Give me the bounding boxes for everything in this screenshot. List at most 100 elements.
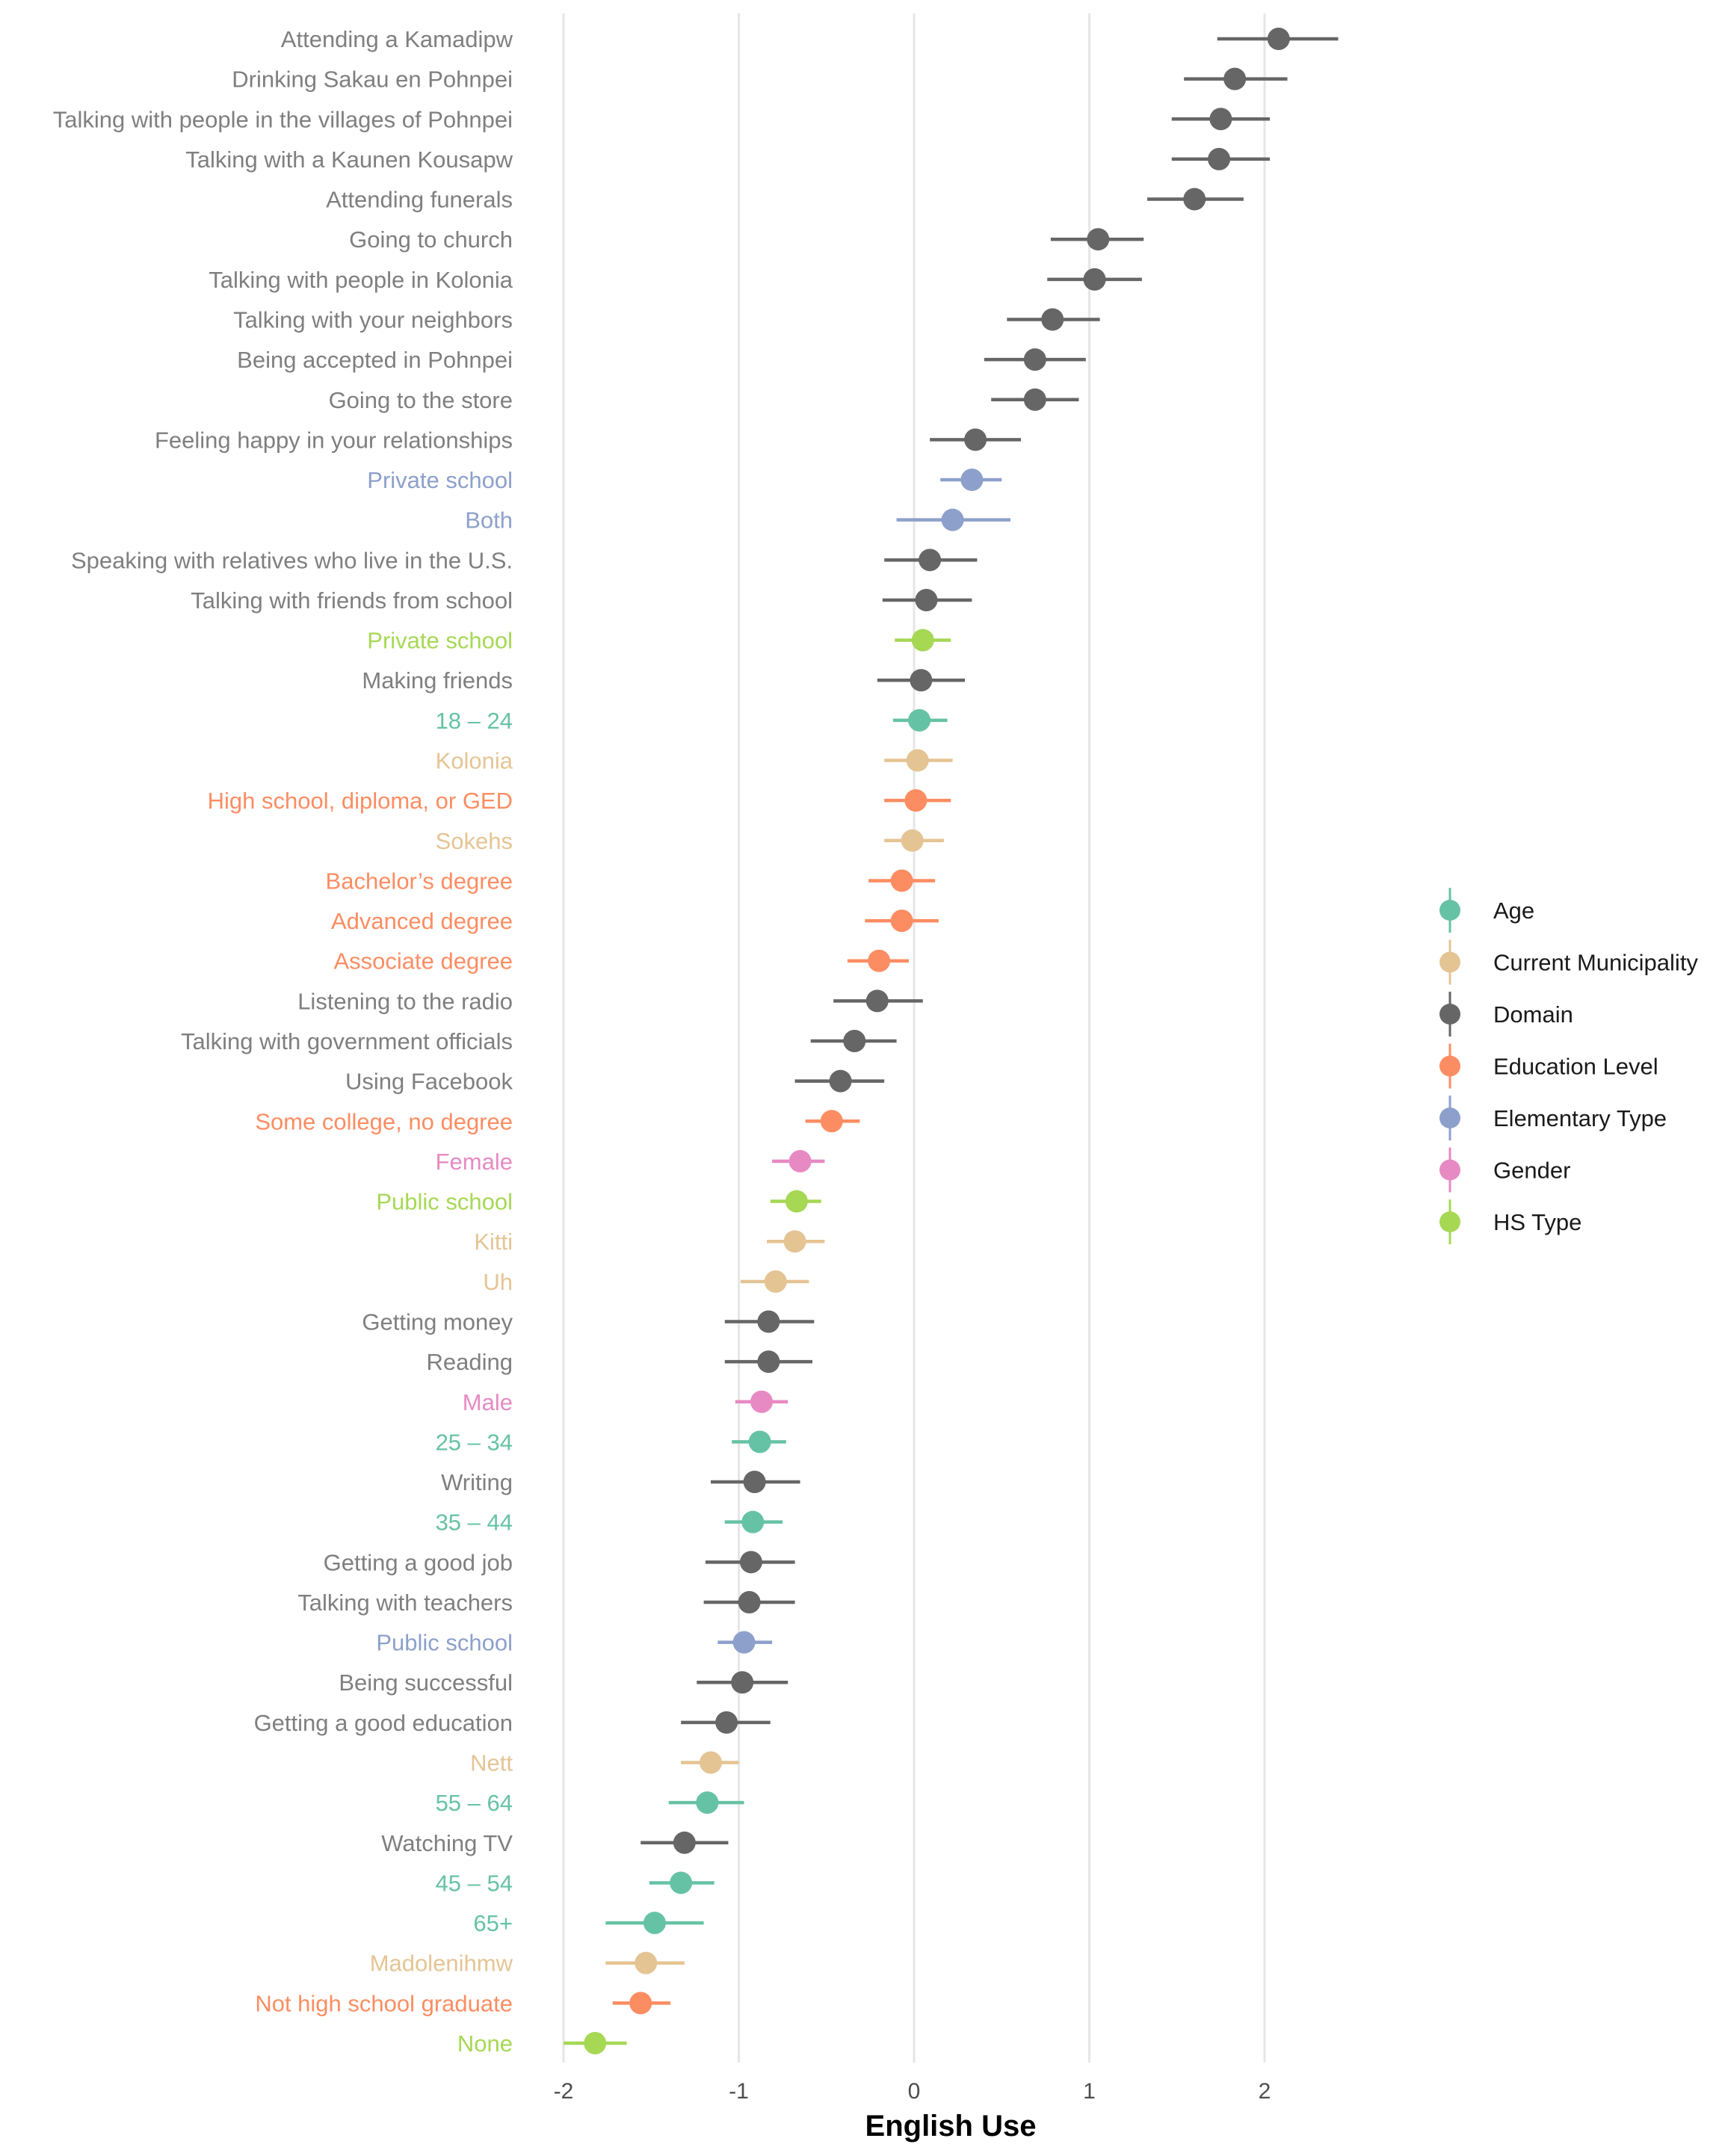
row-label: 35 – 44 (436, 1510, 513, 1536)
legend-item: Current Municipality (1439, 939, 1698, 985)
row-label: Speaking with relatives who live in the … (71, 547, 513, 573)
row-label: Attending funerals (326, 187, 513, 213)
row-label: Talking with people in Kolonia (209, 267, 513, 293)
legend-label: Domain (1493, 1001, 1573, 1028)
row-label: Not high school graduate (255, 1990, 513, 2016)
data-point (757, 1350, 780, 1374)
row-label: Bachelor’s degree (326, 868, 513, 894)
data-point (890, 909, 913, 933)
data-point (919, 549, 942, 572)
legend: Age Current Municipality Domain Education L… (1439, 888, 1698, 1244)
row-label: Talking with your neighbors (233, 306, 513, 333)
data-point (904, 789, 928, 812)
data-point (789, 1149, 812, 1173)
row-label: Associate degree (333, 948, 513, 974)
data-point (843, 1030, 866, 1052)
data-point (964, 428, 987, 451)
row-label: 45 – 54 (436, 1870, 513, 1896)
data-point (635, 1951, 658, 1974)
row-label: Attending a Kamadipw (281, 26, 513, 52)
data-point (906, 749, 929, 772)
x-tick-label: 1 (1083, 2079, 1096, 2104)
data-point (908, 708, 931, 732)
row-label: Public school (376, 1189, 513, 1215)
data-point (910, 669, 933, 692)
legend-item: Age (1439, 888, 1534, 933)
row-label: 25 – 34 (436, 1429, 513, 1455)
data-point (960, 469, 984, 492)
row-label: 55 – 64 (436, 1790, 513, 1816)
row-label: Going to the store (329, 387, 513, 413)
row-label: Talking with government officials (181, 1028, 513, 1054)
legend-key-point (1439, 951, 1460, 973)
data-point (1208, 147, 1231, 170)
row-label: Using Facebook (345, 1069, 513, 1095)
row-label: Both (465, 507, 513, 534)
row-label: Nett (470, 1750, 513, 1776)
data-point (748, 1430, 771, 1454)
legend-label: Current Municipality (1493, 950, 1698, 976)
data-point (764, 1270, 787, 1293)
row-label: Sokehs (436, 828, 513, 854)
data-point (865, 989, 889, 1013)
row-label: 18 – 24 (436, 708, 513, 734)
legend-item: Domain (1439, 992, 1573, 1037)
legend-item: Education Level (1439, 1043, 1658, 1089)
row-label: Being accepted in Pohnpei (237, 347, 513, 373)
legend-key-point (1439, 1108, 1460, 1128)
row-label: Being successful (339, 1669, 513, 1696)
legend-key-point (1439, 1004, 1460, 1025)
legend-key-point (1439, 1211, 1460, 1232)
data-point (868, 949, 891, 972)
row-label: Uh (483, 1269, 513, 1295)
row-label: Going to church (349, 226, 513, 253)
data-point (715, 1711, 738, 1734)
row-label: Madolenihmw (370, 1950, 513, 1977)
row-label: Talking with people in the villages of P… (53, 106, 513, 132)
row-label: Writing (441, 1469, 513, 1495)
data-point (1087, 228, 1110, 251)
row-label: Talking with friends from school (191, 587, 513, 614)
row-label: Female (436, 1149, 513, 1175)
data-point (1183, 188, 1206, 211)
row-label: Talking with teachers (297, 1590, 513, 1616)
data-point (1223, 67, 1247, 90)
legend-item: HS Type (1439, 1199, 1581, 1244)
legend-label: HS Type (1493, 1209, 1581, 1235)
data-point (757, 1310, 780, 1333)
row-label: Making friends (362, 667, 513, 694)
row-label: Kitti (474, 1229, 513, 1255)
data-point (696, 1791, 719, 1814)
legend-key-point (1439, 1055, 1460, 1077)
data-point (1083, 268, 1106, 291)
data-point (890, 869, 913, 892)
data-point (783, 1230, 806, 1253)
data-point (1267, 28, 1290, 50)
data-point (584, 2032, 607, 2054)
legend-item: Gender (1439, 1147, 1570, 1193)
row-labels: Attending a Kamadipw Drinking Sakau en Po… (53, 26, 513, 2057)
x-axis-title: English Use (865, 2110, 1037, 2143)
legend-label: Gender (1493, 1158, 1570, 1184)
x-tick-label: 0 (908, 2079, 921, 2104)
row-label: Feeling happy in your relationships (155, 427, 513, 453)
x-tick-label: 2 (1259, 2079, 1271, 2104)
data-point (741, 1510, 765, 1533)
data-point (820, 1110, 843, 1133)
row-label: Getting a good education (254, 1710, 513, 1736)
data-point (732, 1631, 756, 1654)
x-tick-label: -1 (729, 2079, 749, 2104)
row-label: Listening to the radio (297, 988, 513, 1014)
data-point (829, 1069, 852, 1093)
data-point (1023, 388, 1046, 411)
data-point (785, 1190, 808, 1213)
data-point (915, 588, 938, 611)
row-label: High school, diploma, or GED (208, 788, 513, 814)
data-point (1041, 308, 1064, 331)
legend-label: Age (1493, 898, 1534, 924)
data-point (901, 829, 924, 852)
data-point (743, 1471, 766, 1494)
data-point (1209, 108, 1232, 131)
